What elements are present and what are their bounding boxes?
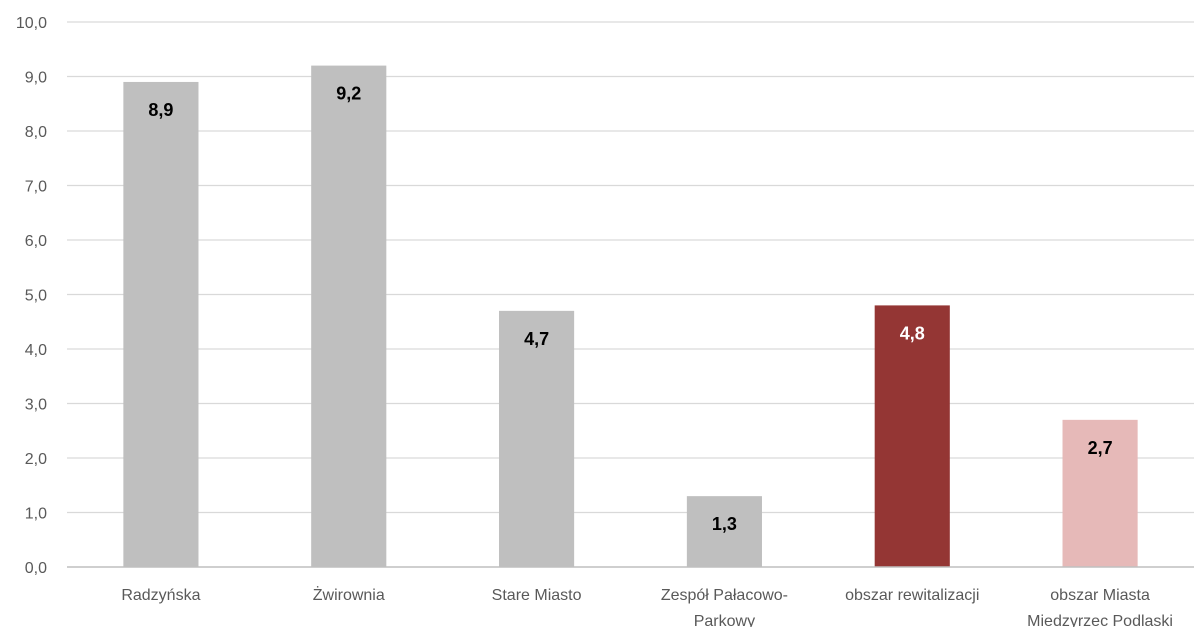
bar xyxy=(499,310,575,567)
x-category-label: obszar Miasta xyxy=(1050,587,1150,604)
bar xyxy=(686,496,762,567)
y-tick-label: 10,0 xyxy=(16,15,47,32)
data-label: 9,2 xyxy=(336,84,361,104)
x-category-label: Miedzyrzec Podlaski xyxy=(1027,613,1173,627)
y-tick-label: 6,0 xyxy=(25,233,47,250)
x-category-label: obszar rewitalizacji xyxy=(845,587,979,604)
y-tick-label: 5,0 xyxy=(25,288,47,305)
bars xyxy=(123,65,1138,567)
data-label: 2,7 xyxy=(1088,438,1113,458)
x-category-label: Stare Miasto xyxy=(492,587,582,604)
y-tick-label: 2,0 xyxy=(25,451,47,468)
bar xyxy=(1062,419,1138,567)
gridlines xyxy=(67,21,1194,514)
y-tick-label: 4,0 xyxy=(25,342,47,359)
bar xyxy=(874,305,950,567)
y-tick-label: 7,0 xyxy=(25,179,47,196)
bar xyxy=(311,65,387,567)
x-category-label: Radzyńska xyxy=(121,587,200,604)
data-label: 4,7 xyxy=(524,329,549,349)
x-category-label: Parkowy xyxy=(694,613,755,627)
x-axis-categories: Radzyńska Żwirownia Stare Miasto Zespół Pał… xyxy=(121,585,1173,627)
y-tick-label: 3,0 xyxy=(25,397,47,414)
data-label: 8,9 xyxy=(148,100,173,120)
y-axis-ticks: 0,0 1,0 2,0 3,0 4,0 5,0 6,0 7,0 8,0 9,0 10,0 xyxy=(16,15,47,577)
data-labels: 8,9 9,2 4,7 1,3 4,8 2,7 xyxy=(148,84,1112,535)
data-label: 1,3 xyxy=(712,514,737,534)
y-tick-label: 0,0 xyxy=(25,560,47,577)
y-tick-label: 8,0 xyxy=(25,124,47,141)
bar xyxy=(123,81,199,567)
x-category-label: Żwirownia xyxy=(313,585,385,604)
y-tick-label: 1,0 xyxy=(25,506,47,523)
y-tick-label: 9,0 xyxy=(25,70,47,87)
x-category-label: Zespół Pałacowo- xyxy=(661,587,788,604)
data-label: 4,8 xyxy=(900,323,925,343)
